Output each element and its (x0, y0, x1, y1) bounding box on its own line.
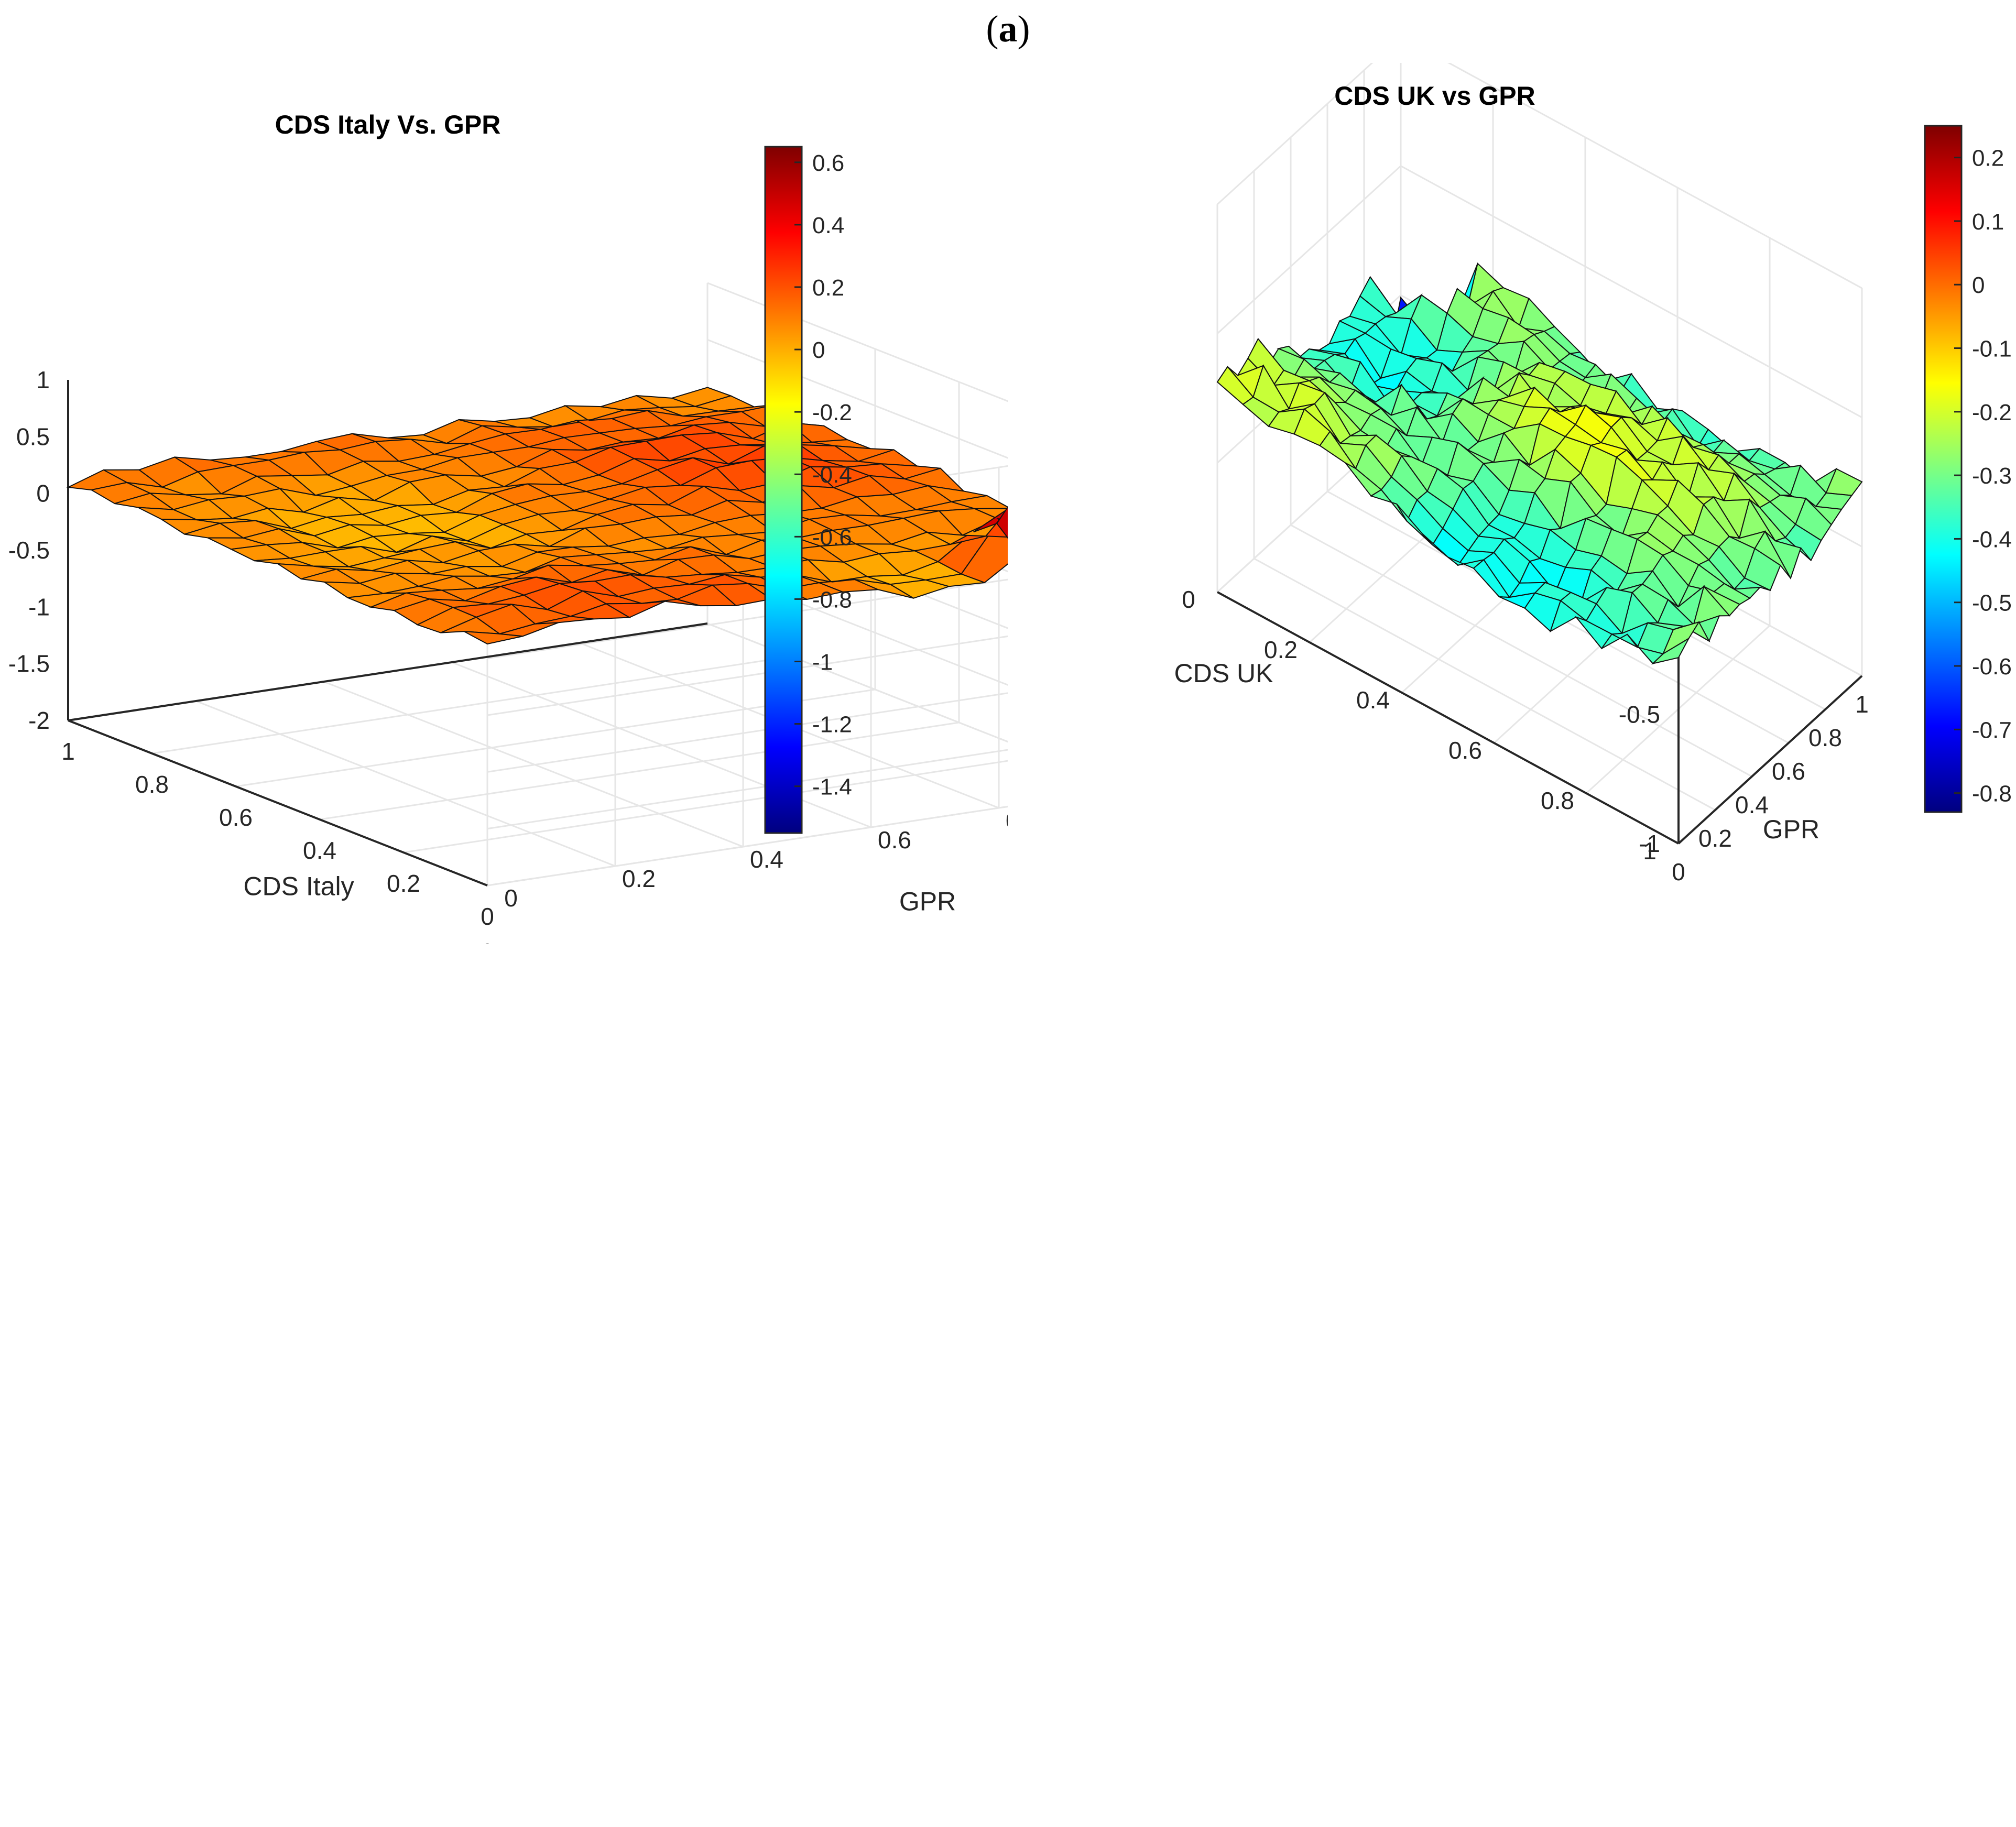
floor-grid-line (151, 655, 792, 754)
chart-group-spain: -2-1.5-1-0.500.5100.20.40.60.8100.20.40.… (481, 943, 494, 948)
surface (66, 387, 1008, 645)
colorbar-tick-label: 0.6 (812, 150, 844, 176)
colorbar-tick-label: -0.8 (1972, 781, 2012, 807)
z-tick-label: -0.5 (1619, 701, 1660, 728)
surface-patch (1651, 637, 1691, 665)
gpr-tick-label: 0.2 (1698, 825, 1732, 852)
chart-title: CDS UK vs GPR (1334, 81, 1535, 111)
cds-tick-label: 0 (1182, 586, 1195, 613)
colorbar-tick-label: -1 (812, 650, 833, 675)
z-tick-label: -1.5 (8, 650, 50, 677)
colorbar-tick-label: -0.2 (812, 400, 852, 425)
colorbar-tick-label: -0.8 (812, 587, 852, 612)
chart-group-italy: -2 -1.5 -1 -0.5 0 0.5 1 0 0.2 0.4 0.6 0.8 1 0 0.2 0.4 0.… (8, 110, 1008, 930)
floor-grid-line (1254, 557, 1716, 811)
colorbar-tick-label: -0.4 (812, 462, 852, 488)
colorbar-tick-label: 0 (812, 337, 825, 363)
gpr-tick-label: 0.6 (1772, 758, 1805, 785)
chart-panel-spain: -2-1.5-1-0.500.5100.20.40.60.8100.20.40.… (481, 943, 494, 948)
cds-tick-label: 0.8 (135, 771, 169, 798)
gpr-tick-label: 0.4 (1735, 791, 1769, 818)
cds-tick-label: 0 (481, 903, 494, 930)
z-tick-label: -1 (28, 593, 50, 620)
z-tick-label: 0.5 (16, 423, 50, 450)
cds-tick-label: 1 (1643, 837, 1657, 865)
cds-axis-label: CDS UK (1174, 659, 1273, 688)
cds-tick-label: 0.4 (303, 837, 336, 864)
surface-patch (996, 506, 1008, 539)
wall-grid-line (1216, 63, 1862, 289)
gpr-axis-line (68, 622, 708, 721)
chart-group-uk: -1-0.500.500.20.40.60.8100.20.40.60.81GP… (1174, 63, 2012, 885)
colorbar-tick-label: -1.2 (812, 712, 852, 738)
z-tick-label: -0.5 (8, 537, 50, 564)
cds-axis-label: CDS Italy (243, 871, 354, 901)
colorbar-tick-label: -0.5 (1972, 590, 2012, 616)
gpr-tick-label: 0.8 (1808, 724, 1842, 751)
floor-grid-line (707, 622, 1008, 743)
axes (67, 380, 708, 887)
floor-grid-line (319, 721, 960, 820)
chart-title: CDS Italy Vs. GPR (275, 110, 501, 139)
chart-panel-greece: -1-0.500.511.500.20.40.60.8100.20.40.60.… (1008, 943, 2016, 1827)
z-tick-label: -1 (1639, 830, 1660, 857)
surface-patch (973, 506, 1008, 533)
floor-grid-line (195, 700, 616, 867)
cds-tick-label: 0.8 (1541, 787, 1574, 814)
figure-label: (a) (986, 8, 1030, 50)
colorbar-tick-label: 0.4 (812, 213, 844, 238)
colorbar (1924, 125, 1963, 813)
z-tick-label: 1 (36, 366, 50, 393)
colorbar-tick-label: -0.7 (1972, 717, 2012, 743)
gpr-tick-label: 1 (1855, 691, 1869, 718)
gpr-axis-label: GPR (1763, 815, 1819, 844)
floor-grid-line (403, 760, 1008, 854)
surface (1216, 262, 1863, 665)
cds-axis-line (1677, 675, 1863, 845)
figure-label-letter: a (998, 8, 1018, 50)
colorbar-tick-label: 0.2 (812, 275, 844, 301)
z-tick-label: -2 (28, 707, 50, 734)
colorbar-tick-label: -0.6 (812, 524, 852, 550)
gpr-tick-label: 0.4 (750, 846, 783, 873)
wall-grid-line (487, 622, 1008, 887)
colorbar-tick-label: -1.4 (812, 774, 852, 800)
cds-tick-label: 0.2 (1264, 636, 1298, 663)
floor-grid-line (487, 805, 1008, 887)
gpr-tick-label: 0 (1672, 858, 1685, 885)
floor-grid-line (1290, 524, 1752, 778)
cds-tick-label: 0 (481, 943, 494, 948)
gpr-axis-label: GPR (899, 887, 956, 916)
colorbar-tick-label: -0.1 (1972, 336, 2012, 362)
cds-tick-label: 0.2 (387, 870, 420, 897)
gpr-axis-line (1217, 591, 1679, 845)
colorbar-tick-label: -0.4 (1972, 527, 2012, 552)
chart-panel-italy: -2 -1.5 -1 -0.5 0 0.5 1 0 0.2 0.4 0.6 0.8 1 0 0.2 0.4 0.… (8, 110, 1008, 930)
gpr-tick-label: 0.2 (622, 865, 656, 892)
wall-grid-line (487, 566, 1008, 830)
gpr-tick-label: 0 (504, 884, 518, 912)
cds-tick-label: 0.6 (219, 804, 253, 831)
colorbar-tick-label: -0.3 (1972, 463, 2012, 489)
colorbar-tick-label: 0.2 (1972, 146, 2004, 171)
colorbar-tick-label: 0 (1972, 272, 1985, 298)
cds-axis-line (68, 719, 488, 887)
gpr-tick-label: 0.8 (1006, 807, 1008, 834)
chart-panel-uk: -1-0.500.500.20.40.60.8100.20.40.60.81GP… (1174, 63, 2012, 885)
z-tick-label: 0 (36, 480, 50, 507)
cds-tick-label: 0.6 (1448, 737, 1482, 764)
gpr-tick-label: 0.6 (878, 826, 911, 854)
wall-grid-line (1216, 165, 1862, 418)
cds-tick-label: 0.4 (1356, 686, 1390, 714)
colorbar (764, 146, 803, 834)
cds-tick-label: 1 (61, 738, 75, 765)
colorbar-tick-label: -0.2 (1972, 400, 2012, 425)
colorbar-tick-label: 0.1 (1972, 209, 2004, 235)
colorbar-tick-label: -0.6 (1972, 654, 2012, 680)
